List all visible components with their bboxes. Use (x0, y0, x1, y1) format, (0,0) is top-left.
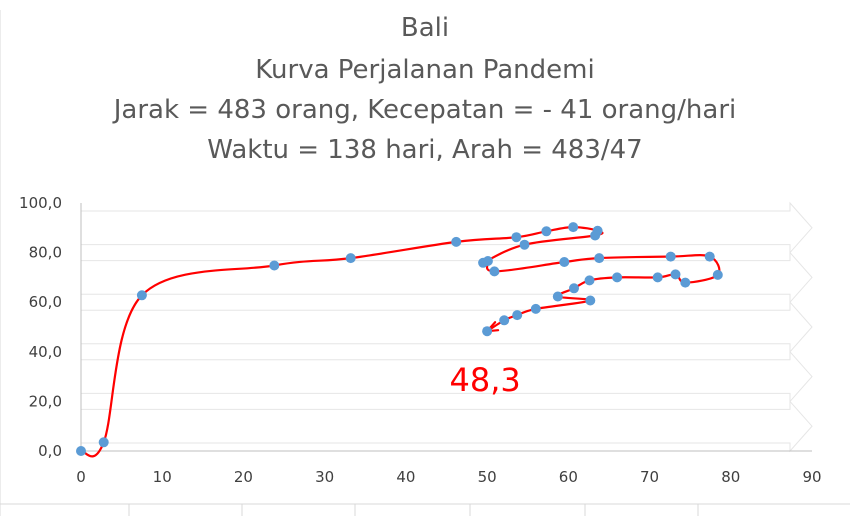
data-point (670, 269, 681, 280)
x-tick-label: 40 (396, 468, 415, 486)
chart-frame (0, 10, 850, 516)
data-point (585, 295, 596, 306)
x-tick-label: 80 (721, 468, 740, 486)
series-points-group (76, 222, 723, 456)
y-tick-label: 20,0 (29, 392, 62, 410)
background-arrow-4 (81, 251, 813, 304)
data-point (665, 251, 676, 262)
x-tick-label: 90 (802, 468, 821, 486)
background-arrow-5 (81, 201, 813, 254)
x-tick-label: 30 (315, 468, 334, 486)
data-point (712, 269, 723, 280)
final-value-annotation: 48,3 (449, 361, 520, 399)
chart-title-line-2: Kurva Perjalanan Pandemi (255, 55, 594, 85)
data-point (552, 291, 563, 302)
x-tick-label: 0 (76, 468, 86, 486)
data-point (559, 257, 570, 267)
data-point (482, 256, 493, 266)
chart-title-line-4: Waktu = 138 hari, Arah = 483/47 (207, 135, 642, 165)
data-point (541, 226, 552, 237)
data-point (345, 253, 356, 264)
data-point (136, 290, 147, 301)
data-point (568, 222, 579, 233)
annotation-group: 48,3 (449, 361, 520, 399)
y-tick-label: 0,0 (38, 442, 62, 460)
data-point (489, 266, 500, 277)
data-point (512, 310, 523, 321)
x-tick-label: 10 (153, 468, 172, 486)
background-arrows (81, 201, 813, 453)
data-point (451, 236, 462, 247)
data-point (612, 272, 623, 283)
background-arrow-2 (81, 350, 813, 403)
x-tick-label: 60 (559, 468, 578, 486)
chart-title-line-1: Bali (401, 13, 449, 43)
y-tick-label: 100,0 (19, 194, 62, 212)
x-tick-label: 50 (478, 468, 497, 486)
data-point (98, 437, 109, 448)
data-point (519, 239, 530, 250)
data-point (269, 260, 280, 271)
data-point (680, 277, 691, 288)
data-point (590, 230, 601, 241)
data-point (594, 253, 605, 264)
data-point (499, 315, 510, 326)
background-arrow-3 (81, 300, 813, 354)
chart-title: Bali Kurva Perjalanan Pandemi Jarak = 483 … (112, 13, 737, 165)
data-point (511, 232, 522, 243)
y-tick-label: 80,0 (29, 244, 62, 262)
y-tick-label: 60,0 (29, 293, 62, 311)
data-point (530, 303, 541, 314)
data-point (76, 446, 86, 456)
background-arrow-1 (81, 400, 813, 453)
data-point (584, 275, 595, 286)
y-tick-label: 40,0 (29, 343, 62, 361)
chart-title-line-3: Jarak = 483 orang, Kecepatan = - 41 oran… (112, 95, 737, 125)
axes: 0,0 20,0 40,0 60,0 80,0 100,0 0 10 20 30 40 50 60 70 8… (19, 194, 822, 486)
data-point (704, 251, 715, 262)
data-point (482, 326, 493, 337)
x-tick-label: 20 (234, 468, 253, 486)
x-tick-label: 70 (640, 468, 659, 486)
data-point (569, 283, 579, 294)
data-point (652, 272, 663, 283)
